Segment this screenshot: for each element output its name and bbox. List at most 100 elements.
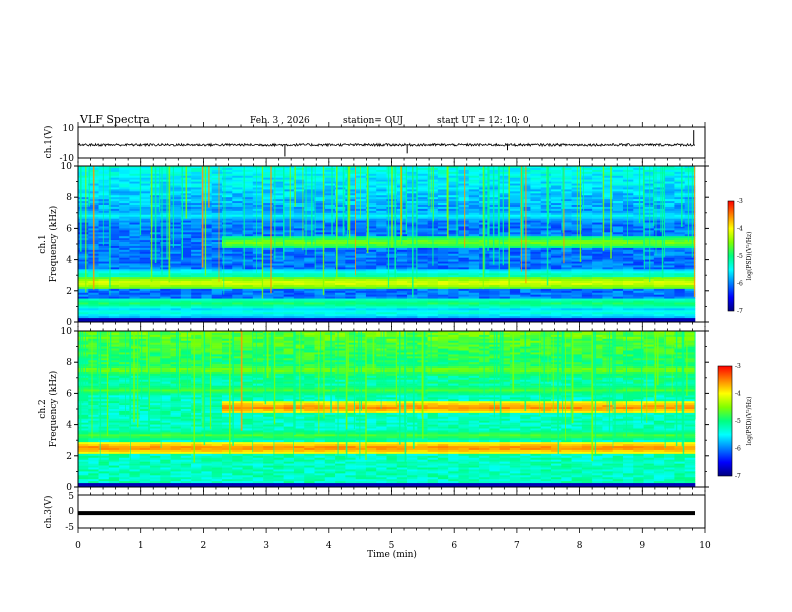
spectrogram-cell [108, 240, 120, 243]
spectrogram-cell [139, 242, 151, 245]
ch1-spectrogram-heatmap [78, 166, 705, 323]
spectrogram-cell [653, 320, 665, 323]
spectrogram-cell [581, 212, 593, 216]
spectrogram-cell [653, 316, 665, 319]
spectrogram-cell [304, 212, 315, 216]
spectrogram-cell [273, 306, 284, 309]
spectrogram-cell [139, 171, 151, 175]
spectrogram-cell [221, 175, 233, 178]
spectrogram-cell [324, 166, 336, 169]
spectrogram-cell [242, 259, 254, 262]
spectrogram-cell [551, 230, 562, 233]
spectrogram-cell [355, 281, 367, 284]
spectrogram-cell [191, 242, 202, 245]
spectrogram-cell [170, 226, 182, 229]
spectrogram-cell [664, 279, 675, 282]
spectrogram-cell [684, 183, 696, 186]
spectrogram-cell [499, 220, 511, 223]
spectrogram-cell [139, 253, 151, 256]
spectrogram-cell [581, 181, 593, 184]
spectrogram-cell [242, 298, 254, 301]
spectrogram-cell [376, 302, 387, 305]
spectrogram-cell [283, 169, 295, 173]
sferic-streak [355, 166, 356, 276]
spectrogram-cell [170, 228, 182, 231]
spectrogram-cell [612, 220, 624, 223]
spectrogram-cell [170, 183, 182, 186]
spectrogram-cell [489, 281, 500, 284]
spectrogram-cell [674, 316, 685, 319]
spectrogram-cell [78, 175, 89, 178]
spectrogram-cell [211, 288, 223, 292]
spectrogram-cell [653, 273, 665, 276]
spectrogram-cell [653, 310, 665, 313]
spectrogram-cell [252, 169, 264, 173]
spectrogram-cell [417, 191, 428, 194]
spectrogram-cell [551, 300, 562, 303]
spectrogram-cell [489, 189, 500, 192]
spectrogram-cell [283, 251, 295, 255]
spectrogram-cell [571, 320, 583, 323]
spectrogram-cell [571, 312, 583, 315]
spectrogram-cell [293, 320, 305, 323]
spectrogram-cell [633, 183, 644, 186]
spectrogram-cell [335, 277, 346, 280]
spectrogram-cell [98, 308, 110, 311]
spectrogram-cell [530, 187, 542, 190]
spectrogram-cell [376, 214, 387, 217]
spectrogram-cell [345, 304, 356, 307]
spectrogram-cell [592, 193, 603, 196]
spectrogram-cell [540, 214, 552, 217]
spectrogram-cell [129, 283, 140, 286]
spectrogram-cell [263, 298, 274, 301]
spectrogram-cell [458, 249, 470, 253]
spectrogram-cell [499, 261, 511, 264]
spectrogram-cell [242, 269, 254, 272]
spectrogram-cell [293, 296, 305, 299]
spectrogram-cell [252, 232, 264, 235]
spectrogram-cell [551, 177, 562, 180]
spectrogram-cell [592, 283, 603, 286]
spectrogram-cell [499, 267, 511, 270]
spectrogram-cell [242, 302, 254, 305]
spectrogram-cell [499, 187, 511, 190]
spectrogram-cell [221, 191, 233, 194]
spectrogram-cell [489, 310, 500, 313]
spectrogram-cell [170, 283, 182, 286]
spectrogram-cell [201, 306, 212, 309]
spectrogram-cell [304, 240, 315, 243]
spectrogram-cell [592, 316, 603, 319]
spectrogram-cell [211, 179, 223, 182]
spectrogram-cell [242, 214, 254, 217]
spectrogram-cell [540, 191, 552, 194]
spectrogram-cell [345, 187, 356, 190]
spectrogram-cell [602, 193, 613, 196]
spectrogram-cell [448, 224, 459, 227]
spectrogram-cell [489, 245, 500, 249]
spectrogram-cell [396, 247, 408, 251]
spectrogram-cell [509, 245, 521, 249]
spectrogram-cell [437, 183, 449, 186]
spectrogram-cell [468, 212, 480, 216]
spectrogram-cell [252, 261, 264, 264]
spectrogram-cell [232, 195, 243, 198]
spectrogram-cell [129, 216, 140, 219]
spectrogram-cell [674, 240, 685, 243]
spectrogram-cell [283, 214, 295, 217]
spectrogram-cell [520, 310, 531, 313]
spectrogram-cell [581, 312, 593, 315]
spectrogram-cell [499, 214, 511, 217]
spectrogram-cell [427, 296, 439, 299]
sferic-streak [139, 166, 142, 236]
spectrogram-cell [458, 314, 470, 317]
spectrogram-cell [468, 228, 480, 231]
sferic-streak [691, 166, 693, 258]
spectrogram-cell [119, 255, 130, 258]
spectrogram-cell [355, 255, 367, 258]
spectrogram-cell [119, 277, 130, 280]
spectrogram-cell [448, 298, 459, 301]
spectrogram-cell [540, 257, 552, 260]
spectrogram-cell [335, 189, 346, 192]
spectrogram-cell [458, 242, 470, 245]
